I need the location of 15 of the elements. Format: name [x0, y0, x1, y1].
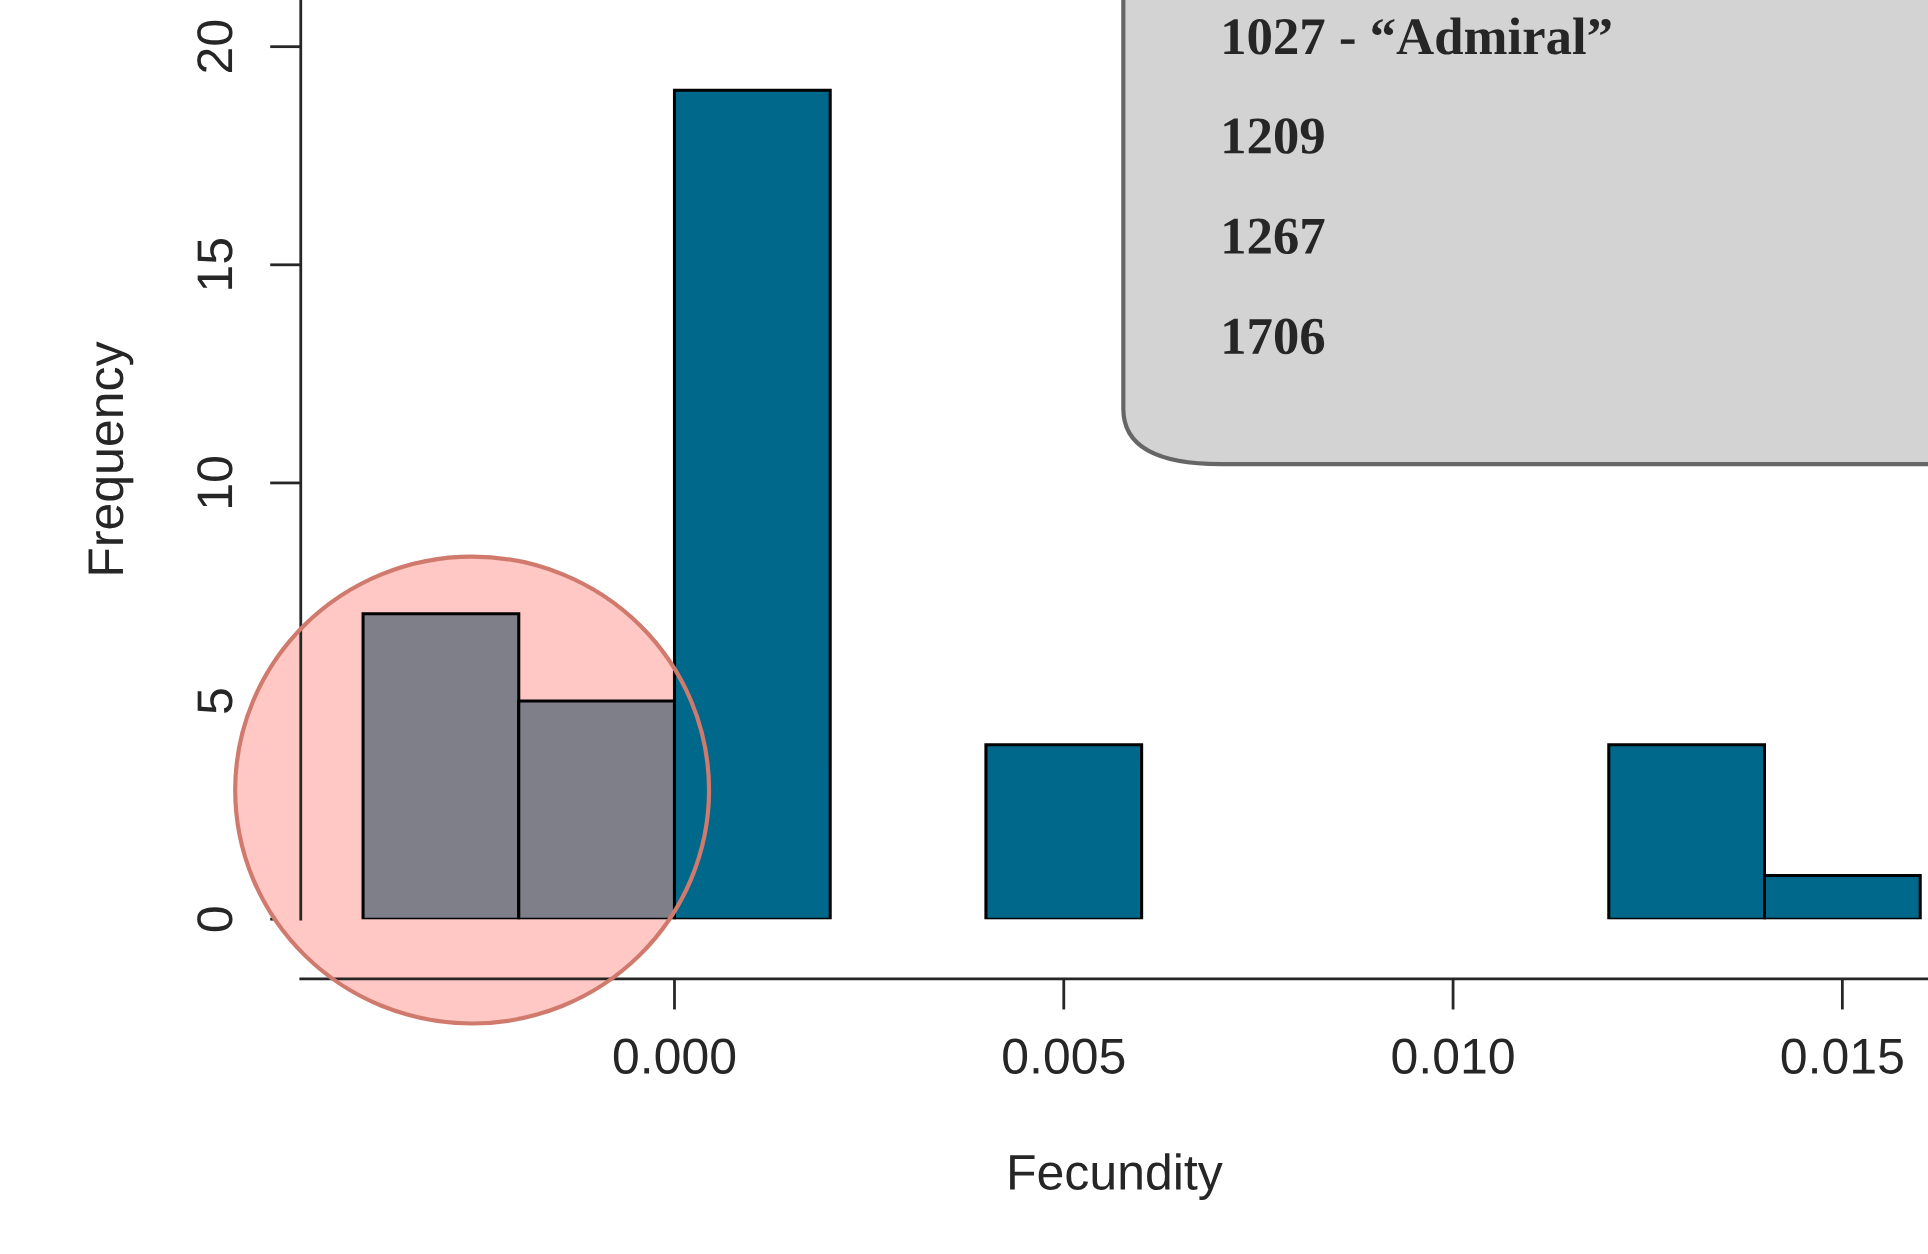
x-tick-label: 0.000 — [613, 1038, 736, 1074]
x-tick-label: 0.005 — [1003, 1038, 1125, 1074]
annotation: 1706 — [1224, 318, 1325, 355]
x-tick-label: 0.015 — [1781, 1038, 1903, 1074]
annotation: 1209 — [1224, 118, 1324, 154]
y-tick-label: 10 — [197, 457, 233, 507]
y-tick-label: 5 — [197, 689, 233, 713]
x-axis-title: Fecundity — [1010, 1153, 1223, 1200]
y-tick-label: 20 — [197, 20, 233, 72]
annotation: 1267 — [1224, 218, 1325, 255]
annotation: 1027 - “Admiral” — [1224, 17, 1611, 55]
y-tick-label: 0 — [197, 907, 233, 932]
y-tick-label: 15 — [197, 239, 233, 289]
y-axis-title: Frequency — [88, 341, 134, 574]
x-tick-label: 0.010 — [1392, 1038, 1514, 1074]
